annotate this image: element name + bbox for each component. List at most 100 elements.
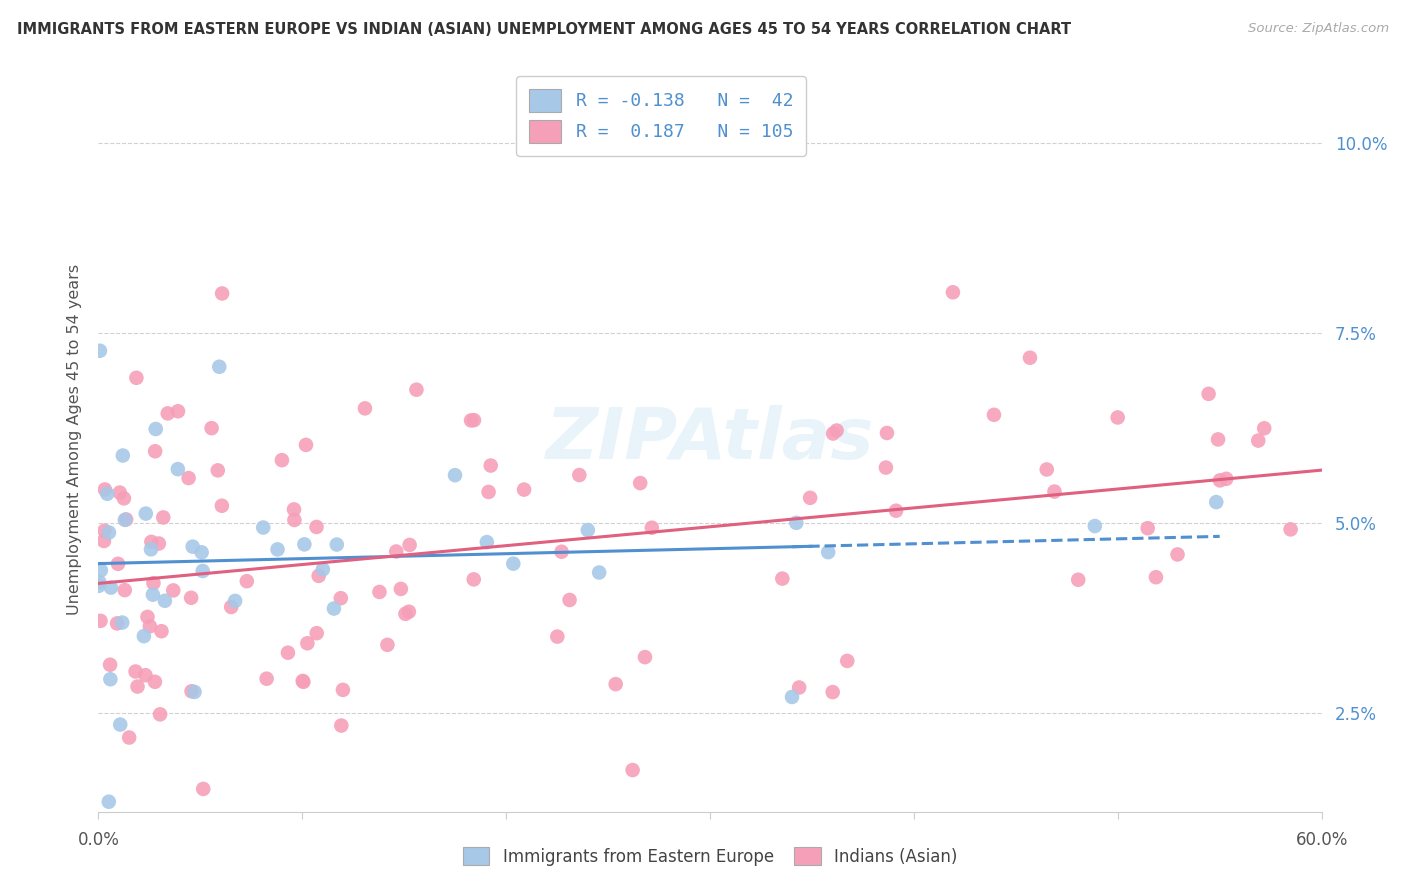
Point [152,510,174,524]
Point [444,468,467,483]
Point [823,426,845,441]
Point [576,523,599,537]
Point [634,650,657,665]
Point [332,682,354,697]
Point [463,413,485,427]
Point [460,413,482,427]
Point [105,616,128,631]
Point [463,573,485,587]
Point [983,408,1005,422]
Point [139,619,162,633]
Point [1167,548,1189,562]
Point [141,534,163,549]
Point [89,614,111,628]
Point [283,502,305,516]
Point [394,607,416,621]
Point [112,491,135,506]
Point [139,542,162,557]
Point [98,672,121,686]
Point [148,536,170,550]
Point [90,563,112,577]
Point [132,629,155,643]
Point [107,557,129,571]
Point [180,684,202,698]
Point [1084,519,1107,533]
Point [110,717,132,731]
Point [312,562,335,576]
Point [385,544,408,558]
Point [817,545,839,559]
Point [111,615,134,630]
Point [149,707,172,722]
Point [193,781,215,796]
Point [135,507,157,521]
Point [308,569,330,583]
Point [1144,570,1167,584]
Point [143,444,166,458]
Point [799,491,821,505]
Point [825,424,848,438]
Point [558,593,581,607]
Point [398,605,420,619]
Point [111,449,134,463]
Point [821,685,844,699]
Point [837,654,859,668]
Point [513,483,536,497]
Point [1067,573,1090,587]
Point [150,624,173,639]
Point [125,371,148,385]
Point [546,630,568,644]
Point [297,636,319,650]
Point [330,718,353,732]
Point [477,485,499,500]
Point [127,680,149,694]
Point [550,545,572,559]
Point [884,504,907,518]
Point [134,668,156,682]
Point [89,575,111,590]
Point [266,542,288,557]
Point [475,535,498,549]
Point [292,537,315,551]
Point [621,763,644,777]
Point [405,383,427,397]
Point [201,421,224,435]
Point [211,499,233,513]
Point [191,564,214,578]
Point [876,425,898,440]
Point [94,483,117,497]
Point [115,512,138,526]
Point [143,674,166,689]
Point [329,591,352,606]
Point [252,520,274,534]
Point [211,286,233,301]
Point [114,513,136,527]
Point [588,566,610,580]
Point [219,599,242,614]
Point [1043,484,1066,499]
Point [277,646,299,660]
Point [1279,522,1302,536]
Point [1205,495,1227,509]
Point [236,574,259,589]
Text: 60.0%: 60.0% [1295,830,1348,848]
Point [124,665,146,679]
Point [98,657,121,672]
Point [502,557,524,571]
Legend: Immigrants from Eastern Europe, Indians (Asian): Immigrants from Eastern Europe, Indians … [454,838,966,874]
Text: Source: ZipAtlas.com: Source: ZipAtlas.com [1249,22,1389,36]
Point [224,594,246,608]
Point [97,525,120,540]
Point [780,690,803,704]
Point [628,476,651,491]
Point [181,540,204,554]
Point [305,626,328,640]
Point [785,516,807,530]
Point [1253,421,1275,435]
Point [942,285,965,300]
Point [166,462,188,476]
Point [398,538,420,552]
Point [118,731,141,745]
Point [96,487,118,501]
Point [770,572,793,586]
